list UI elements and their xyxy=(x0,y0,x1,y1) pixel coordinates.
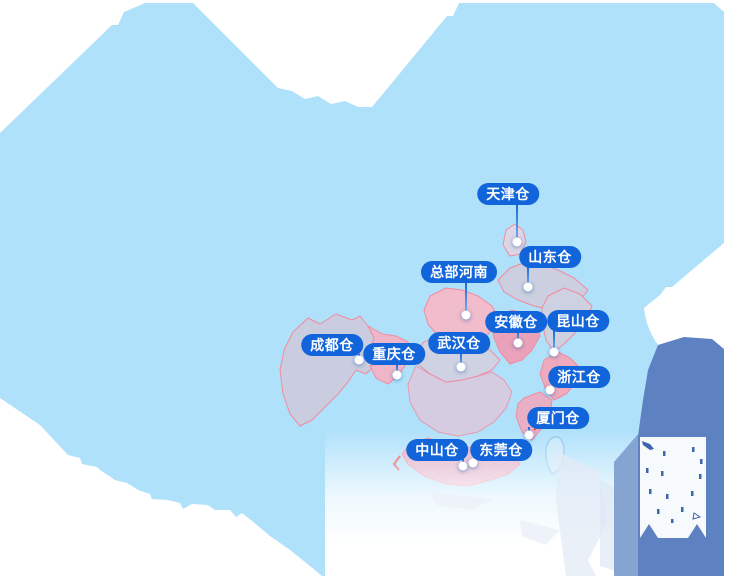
marker-dot-zhongshan xyxy=(458,461,468,471)
marker-dot-chengdu xyxy=(354,355,364,365)
marker-stem-chongqing xyxy=(396,363,398,375)
inset-island-marks xyxy=(642,441,703,523)
marker-stem-wuhan xyxy=(460,352,462,367)
marker-dot-hq-henan xyxy=(461,310,471,320)
warehouse-label-chongqing[interactable]: 重庆仓 xyxy=(363,343,425,365)
marker-dot-zhejiang xyxy=(545,385,555,395)
marker-dot-dongguan xyxy=(468,458,478,468)
marker-dot-chongqing xyxy=(392,370,402,380)
marker-dot-shandong xyxy=(523,282,533,292)
marker-dot-tianjin xyxy=(512,237,522,247)
marker-stem-shandong xyxy=(527,266,529,287)
marker-stem-anhui xyxy=(517,331,519,343)
warehouse-label-tianjin[interactable]: 天津仓 xyxy=(477,183,539,205)
marker-stem-tianjin xyxy=(516,203,518,242)
warehouse-label-xiamen[interactable]: 厦门仓 xyxy=(527,407,589,429)
warehouse-label-kunshan[interactable]: 昆山仓 xyxy=(547,310,609,332)
warehouse-label-dongguan[interactable]: 东莞仓 xyxy=(470,439,532,461)
warehouse-label-anhui[interactable]: 安徽仓 xyxy=(485,311,547,333)
inset-shadow-band xyxy=(614,434,638,576)
warehouse-label-wuhan[interactable]: 武汉仓 xyxy=(428,332,490,354)
ghost-shape xyxy=(556,452,608,576)
south-sea-inset xyxy=(640,437,706,538)
marker-stem-hq-henan xyxy=(465,281,467,315)
warehouse-label-hq-henan[interactable]: 总部河南 xyxy=(421,261,497,283)
marker-dot-anhui xyxy=(513,338,523,348)
warehouse-label-zhejiang[interactable]: 浙江仓 xyxy=(548,366,610,388)
warehouse-label-shandong[interactable]: 山东仓 xyxy=(519,246,581,268)
marker-stem-kunshan xyxy=(553,330,555,352)
ghost-shape xyxy=(520,520,560,545)
marker-dot-kunshan xyxy=(549,347,559,357)
marker-dot-wuhan xyxy=(456,362,466,372)
warehouse-label-chengdu[interactable]: 成都仓 xyxy=(301,334,363,356)
ghost-shape xyxy=(430,492,494,510)
marker-dot-xiamen xyxy=(524,430,534,440)
warehouse-label-zhongshan[interactable]: 中山仓 xyxy=(406,439,468,461)
